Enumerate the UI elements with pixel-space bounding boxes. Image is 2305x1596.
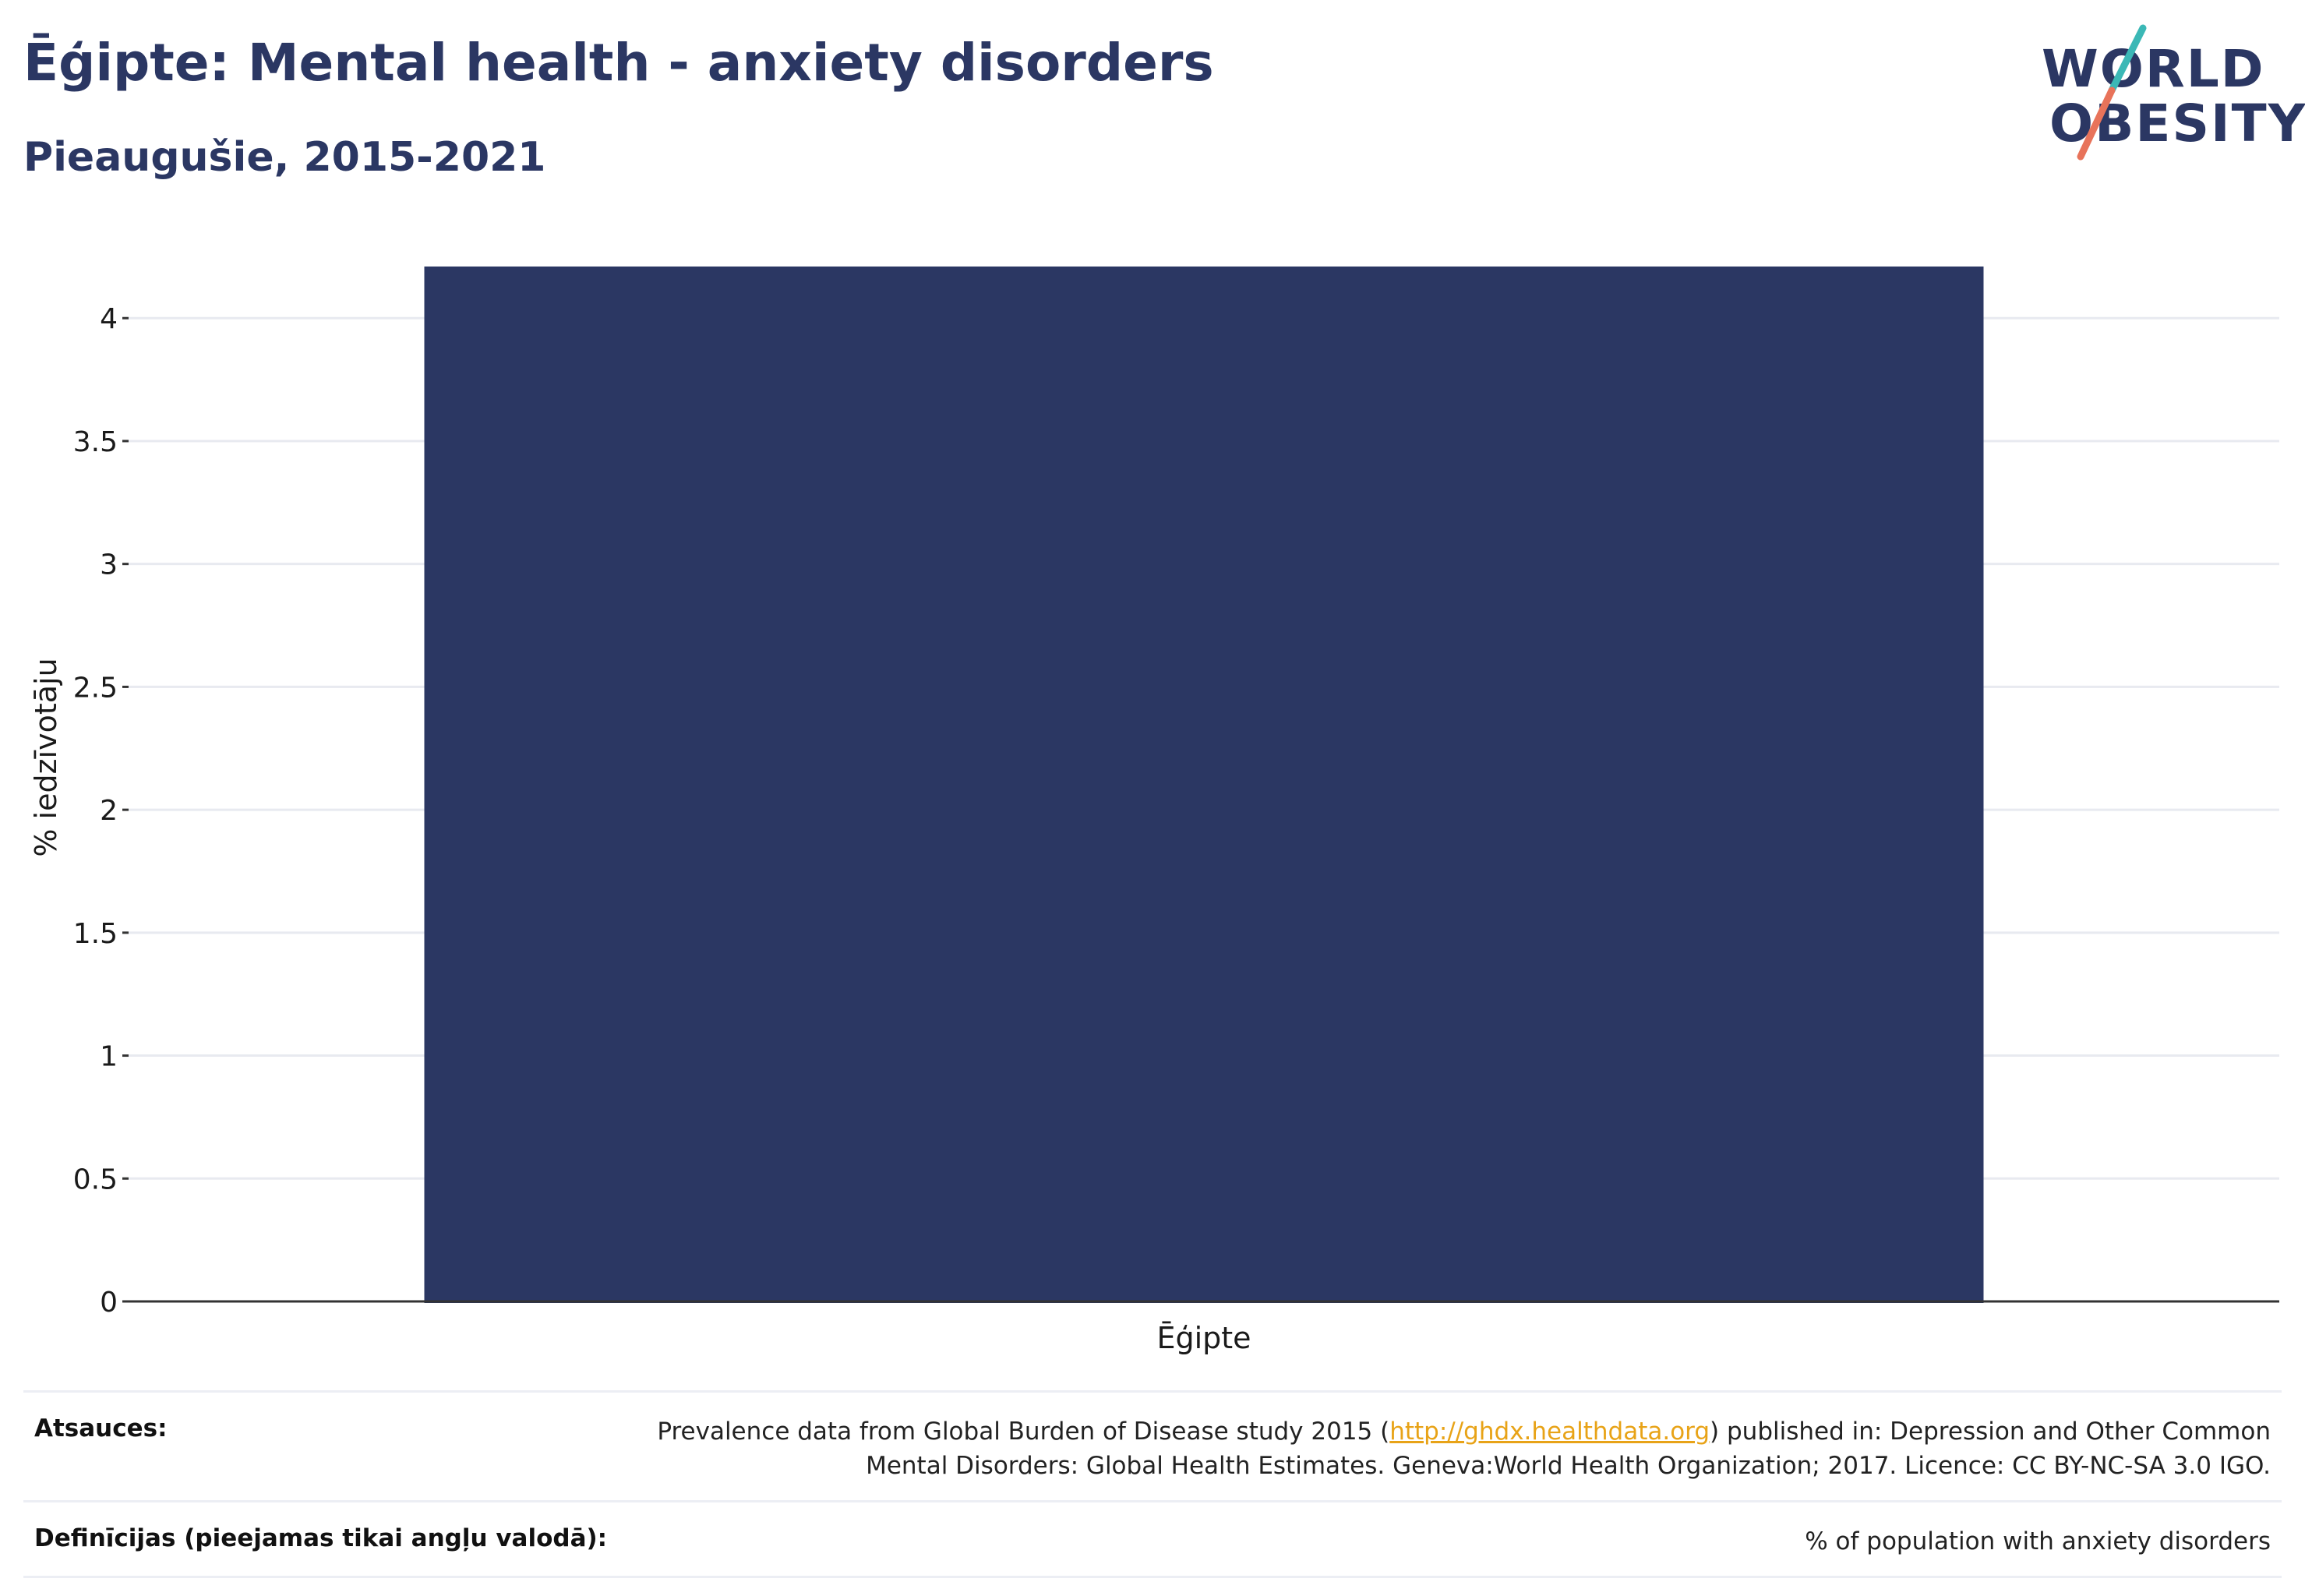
y-tick-label: 2.5 bbox=[73, 672, 118, 704]
logo-line-1: WORLD bbox=[2042, 39, 2265, 99]
y-tick-label: 1.5 bbox=[73, 918, 118, 950]
y-tick-label: 3.5 bbox=[73, 426, 118, 458]
y-tick-label: 2 bbox=[100, 795, 118, 827]
world-obesity-logo[interactable]: WORLD OBESITY bbox=[2026, 20, 2305, 168]
bars bbox=[424, 267, 1984, 1303]
y-tick-label: 1 bbox=[100, 1041, 118, 1073]
sources-text-after: ) published in: Depression and Other Com… bbox=[866, 1418, 2271, 1480]
definitions-label: Definīcijas (pieejamas tikai angļu valod… bbox=[34, 1524, 608, 1552]
definitions-text: % of population with anxiety disorders bbox=[1805, 1527, 2271, 1555]
sources-row: Atsauces: Prevalence data from Global Bu… bbox=[23, 1390, 2282, 1500]
sources-text-before: Prevalence data from Global Burden of Di… bbox=[657, 1418, 1390, 1446]
y-axis-label: % iedzīvotāju bbox=[29, 658, 63, 856]
axes: 0 0.5 1 1.5 2 2.5 3 3.5 4 Ēģipte bbox=[73, 303, 2279, 1355]
logo-line-2: OBESITY bbox=[2049, 94, 2305, 154]
chart-subtitle: Pieaugušie, 2015-2021 bbox=[23, 134, 546, 181]
x-category-label: Ēģipte bbox=[1156, 1321, 1251, 1355]
sources-text: Prevalence data from Global Burden of Di… bbox=[619, 1414, 2271, 1483]
logo-slash-icon bbox=[2077, 24, 2147, 161]
bar[interactable] bbox=[424, 267, 1984, 1303]
definitions-row: Definīcijas (pieejamas tikai angļu valod… bbox=[23, 1500, 2282, 1578]
y-tick-label: 3 bbox=[100, 549, 118, 581]
y-tick-label: 0.5 bbox=[73, 1163, 118, 1195]
y-tick-label: 4 bbox=[100, 303, 118, 335]
chart-title: Ēģipte: Mental health - anxiety disorder… bbox=[23, 33, 1214, 93]
chart-footer: Atsauces: Prevalence data from Global Bu… bbox=[23, 1390, 2282, 1578]
sources-link[interactable]: http://ghdx.healthdata.org bbox=[1389, 1418, 1710, 1446]
sources-label: Atsauces: bbox=[34, 1414, 168, 1442]
y-tick-label: 0 bbox=[100, 1287, 118, 1319]
bar-chart: 0 0.5 1 1.5 2 2.5 3 3.5 4 Ēģipte % iedzīvotāju bbox=[29, 267, 2279, 1355]
